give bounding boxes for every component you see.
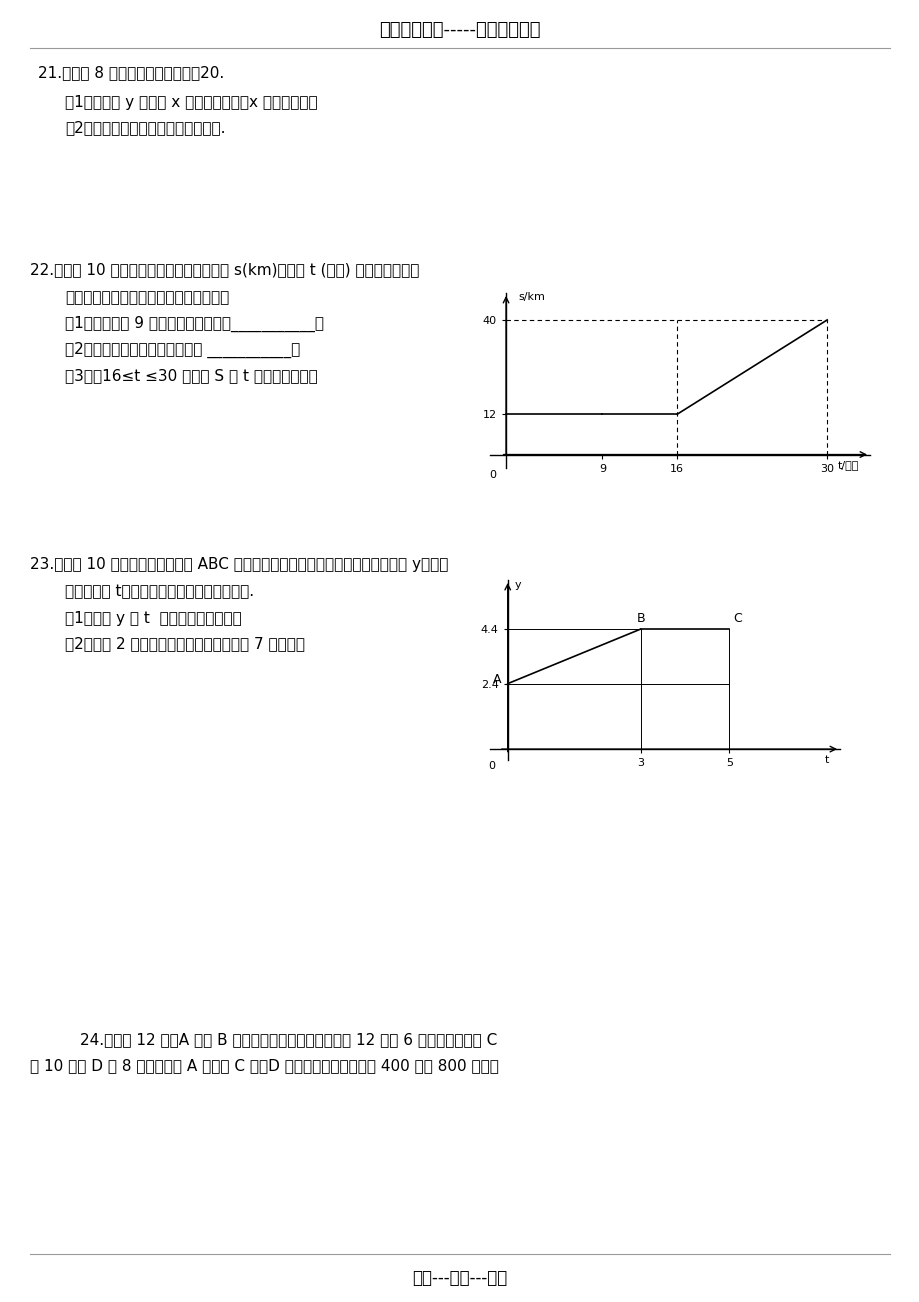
- Text: 24.（满分 12 分）A 市和 B 市分别有库存的某联合收割机 12 台和 6 台，现决定开往 C: 24.（满分 12 分）A 市和 B 市分别有库存的某联合收割机 12 台和 6…: [80, 1032, 496, 1048]
- Text: 0: 0: [488, 762, 495, 771]
- Text: y: y: [514, 581, 520, 590]
- Text: s/km: s/km: [518, 292, 545, 302]
- Text: （1）写出 y 与 t  之间的函数关系式；: （1）写出 y 与 t 之间的函数关系式；: [65, 611, 242, 625]
- Text: 23.（满分 10 分）如图所示的折线 ABC 表示从甲地向乙地打长途电话所需的电话费 y（元）: 23.（满分 10 分）如图所示的折线 ABC 表示从甲地向乙地打长途电话所需的…: [30, 557, 448, 573]
- Text: （2）在直角坐标系中，画出函数图像.: （2）在直角坐标系中，画出函数图像.: [65, 121, 225, 135]
- Text: 0: 0: [489, 470, 496, 479]
- Text: 专心---专注---专业: 专心---专注---专业: [412, 1269, 507, 1286]
- Text: （2）通话 2 分钟应付通话费多少元？通话 7 分钟呢？: （2）通话 2 分钟应付通话费多少元？通话 7 分钟呢？: [65, 637, 305, 651]
- Text: 与通话时间 t（分钟）之间的函数关系的图像.: 与通话时间 t（分钟）之间的函数关系的图像.: [65, 585, 254, 599]
- Text: 精选优质文档-----倦情为你奉上: 精选优质文档-----倦情为你奉上: [379, 21, 540, 39]
- Text: A: A: [492, 673, 501, 686]
- Text: （1）写出长 y 关于宽 x 的函数解析式（x 为自变量）；: （1）写出长 y 关于宽 x 的函数解析式（x 为自变量）；: [65, 95, 317, 109]
- Text: 市 10 台和 D 市 8 台，已知从 A 市开往 C 市、D 市的油料费分别为每台 400 元和 800 元，从: 市 10 台和 D 市 8 台，已知从 A 市开往 C 市、D 市的油料费分别为…: [30, 1059, 498, 1074]
- Text: B: B: [636, 612, 644, 625]
- Text: （1）汽车在前 9 分钟内的平均速度是___________；: （1）汽车在前 9 分钟内的平均速度是___________；: [65, 316, 323, 332]
- Text: （2）汽车在中途停了多长时间？ ___________；: （2）汽车在中途停了多长时间？ ___________；: [65, 342, 300, 358]
- Text: 22.（满分 10 分）右图是某汽车行驶的路程 s(km)与时间 t (分钟) 的函数关系图。: 22.（满分 10 分）右图是某汽车行驶的路程 s(km)与时间 t (分钟) …: [30, 263, 419, 277]
- Text: t: t: [823, 755, 828, 764]
- Text: 观察图中所提供的信息，解答下列问题：: 观察图中所提供的信息，解答下列问题：: [65, 290, 229, 306]
- Text: C: C: [732, 612, 742, 625]
- Text: t/分钟: t/分钟: [837, 460, 858, 470]
- Text: （3）录16≤t ≤30 时，求 S 与 t 的函数关系式。: （3）录16≤t ≤30 时，求 S 与 t 的函数关系式。: [65, 368, 317, 384]
- Text: 21.（满分 8 分）已知长方形周长为20.: 21.（满分 8 分）已知长方形周长为20.: [38, 65, 224, 81]
